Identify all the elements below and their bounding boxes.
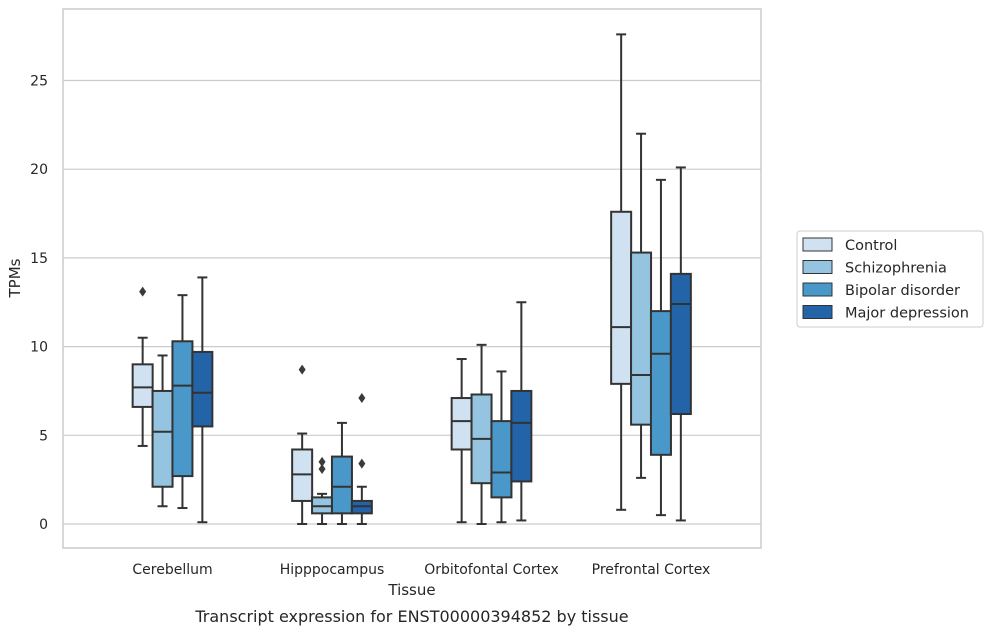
legend-label: Schizophrenia bbox=[845, 261, 947, 277]
legend-swatch bbox=[802, 282, 833, 297]
y-tick-label: 5 bbox=[39, 428, 48, 444]
outlier-point bbox=[298, 364, 306, 375]
outlier-point bbox=[318, 456, 326, 467]
outlier-point bbox=[139, 286, 147, 297]
x-tick-label: Hipppocampus bbox=[280, 562, 385, 578]
x-tick-labels: Cerebellum Hipppocampus Orbitofontal Corte… bbox=[132, 562, 710, 578]
y-axis-label: TPMs bbox=[6, 258, 24, 298]
legend-label: Control bbox=[845, 238, 897, 254]
legend-swatch bbox=[802, 237, 833, 252]
box-body bbox=[191, 350, 214, 428]
y-tick-label: 25 bbox=[30, 74, 48, 90]
box-body bbox=[649, 310, 672, 456]
box-body bbox=[450, 397, 473, 451]
outlier-point bbox=[358, 393, 366, 404]
legend: Control Schizophrenia Bipolar disorder Majo… bbox=[796, 230, 984, 328]
box-group bbox=[131, 33, 692, 525]
box-body bbox=[171, 340, 194, 478]
x-axis-label: Tissue bbox=[387, 581, 435, 599]
legend-label: Major depression bbox=[845, 306, 969, 322]
legend-label: Bipolar disorder bbox=[845, 283, 960, 299]
plot-frame bbox=[62, 8, 762, 549]
box-body bbox=[490, 420, 513, 499]
y-tick-label: 20 bbox=[30, 162, 48, 178]
y-tick-label: 10 bbox=[30, 340, 48, 356]
y-tick-label: 0 bbox=[39, 517, 48, 533]
box-body bbox=[131, 363, 154, 408]
box-body bbox=[151, 389, 174, 488]
box-body bbox=[630, 251, 653, 426]
x-tick-label: Cerebellum bbox=[132, 562, 212, 578]
outlier-point bbox=[318, 464, 326, 475]
legend-swatch bbox=[802, 260, 833, 274]
box-body bbox=[669, 272, 692, 416]
box-body bbox=[610, 210, 633, 385]
figure-caption: Transcript expression for ENST0000039485… bbox=[194, 607, 628, 626]
x-tick-label: Orbitofontal Cortex bbox=[424, 562, 559, 578]
y-tick-label: 15 bbox=[30, 251, 48, 267]
legend-frame bbox=[796, 230, 984, 328]
outlier-point bbox=[358, 458, 366, 469]
legend-swatch bbox=[802, 305, 833, 319]
box-body bbox=[330, 455, 353, 515]
x-tick-label: Prefrontal Cortex bbox=[592, 562, 711, 578]
box-body bbox=[510, 389, 533, 483]
y-tick-labels: 0 5 10 15 20 25 bbox=[30, 74, 48, 534]
